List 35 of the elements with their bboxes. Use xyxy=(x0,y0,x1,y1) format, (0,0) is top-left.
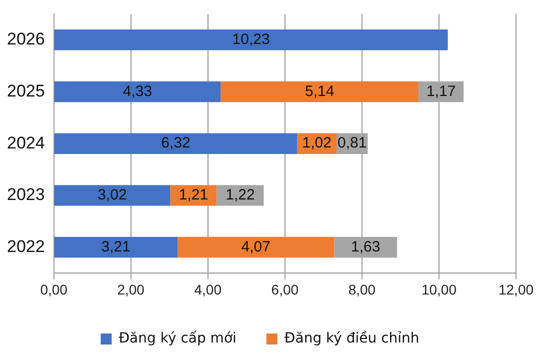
y-tick-label: 2025 xyxy=(6,81,45,100)
data-label: 1,21 xyxy=(178,186,208,204)
data-label: 4,07 xyxy=(241,238,270,256)
data-label: 1,63 xyxy=(350,238,380,256)
x-tick-label: 6,00 xyxy=(271,281,299,298)
x-tick-label: 0,00 xyxy=(40,281,68,298)
x-tick-label: 10,00 xyxy=(421,281,457,298)
x-tick-label: 8,00 xyxy=(348,281,376,298)
x-tick-label: 12,00 xyxy=(498,281,534,298)
bar xyxy=(170,185,217,206)
bar xyxy=(54,185,170,206)
x-tick-label: 2,00 xyxy=(117,281,145,298)
y-tick-label: 2026 xyxy=(6,30,45,49)
data-label: 3,21 xyxy=(101,238,130,256)
bar xyxy=(54,236,178,258)
y-tick-label: 2022 xyxy=(6,236,45,256)
data-label: 3,02 xyxy=(98,186,127,204)
bar xyxy=(177,236,334,258)
data-label: 4,33 xyxy=(122,82,152,100)
data-label: 1,02 xyxy=(302,134,332,152)
x-tick-label: 4,00 xyxy=(194,281,222,298)
bar xyxy=(220,81,419,102)
data-label: 1,22 xyxy=(226,186,255,204)
legend-label: Đăng ký điều chỉnh xyxy=(284,330,420,347)
data-label: 10,23 xyxy=(232,31,270,48)
y-tick-label: 2023 xyxy=(6,185,45,204)
data-label: 6,32 xyxy=(161,134,190,152)
y-tick-label: 2024 xyxy=(6,133,45,152)
bar xyxy=(54,81,221,102)
legend-label: Đăng ký cấp mới xyxy=(118,330,236,347)
bar xyxy=(54,30,448,50)
data-label: 0,81 xyxy=(338,134,367,152)
data-label: 1,17 xyxy=(426,82,456,100)
data-label: 5,14 xyxy=(304,82,334,100)
bar xyxy=(54,133,298,154)
